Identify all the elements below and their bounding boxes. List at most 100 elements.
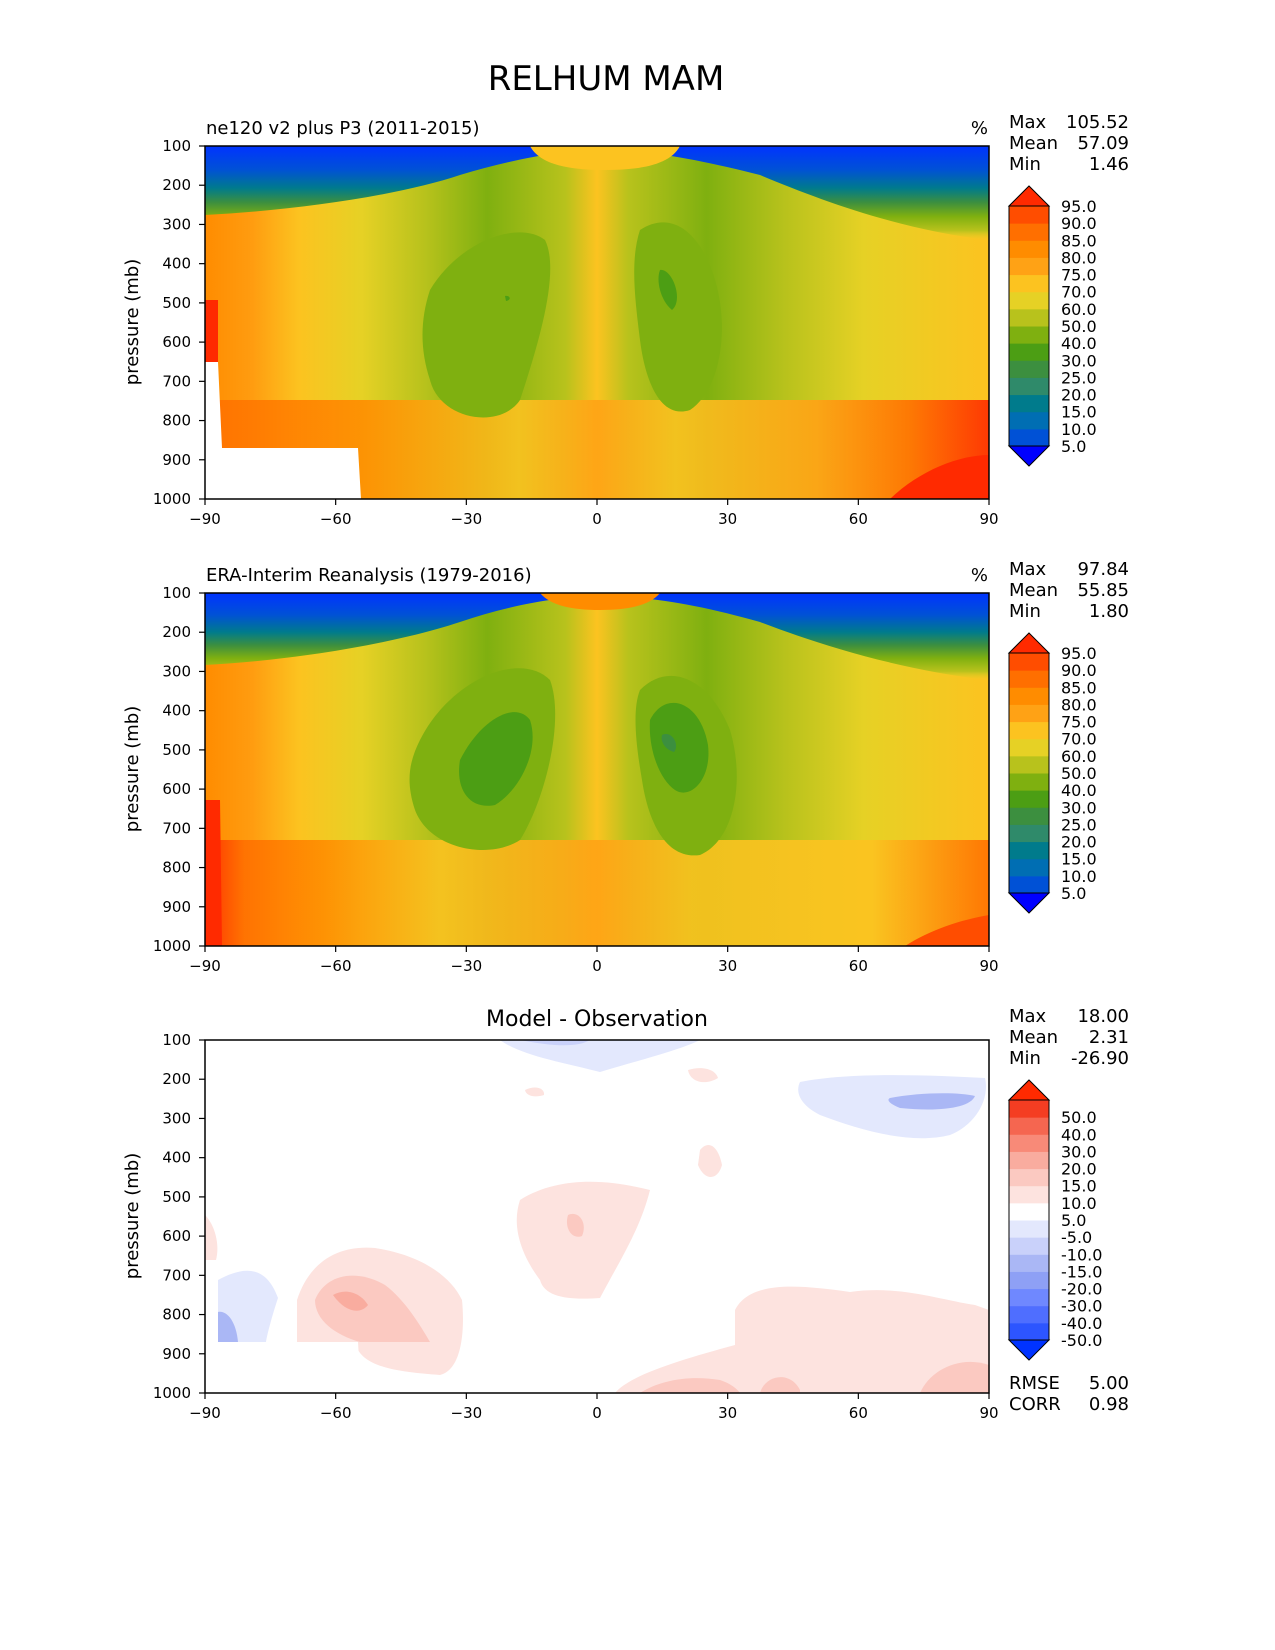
model-missing-topography xyxy=(205,362,361,499)
model-right-dry-zone xyxy=(634,222,722,412)
colorbar-swatch xyxy=(1009,875,1049,894)
obs-field-lower xyxy=(205,840,989,946)
obs-southpole-saturated xyxy=(205,800,222,946)
colorbar-level-label: 20.0 xyxy=(1061,1160,1097,1179)
y-tick-label: 400 xyxy=(162,1149,191,1167)
colorbar-level-label: 15.0 xyxy=(1061,850,1097,869)
colorbar-swatch xyxy=(1009,360,1049,378)
colorbar-level-label: 50.0 xyxy=(1061,764,1097,783)
x-tick-label: −60 xyxy=(320,957,352,975)
y-tick-label: 400 xyxy=(162,255,191,273)
x-tick-label: 90 xyxy=(979,957,998,975)
obs-stat-mean-value: 55.85 xyxy=(1077,580,1129,601)
colorbar-level-label: 40.0 xyxy=(1061,781,1097,800)
colorbar-level-label: 85.0 xyxy=(1061,678,1097,697)
colorbar-level-label: 95.0 xyxy=(1061,644,1097,663)
colorbar-frame xyxy=(1008,652,1050,894)
obs-stat-min-value: 1.80 xyxy=(1089,601,1129,622)
diff-stat-rmse-value: 5.00 xyxy=(1089,1373,1129,1394)
y-tick-label: 1000 xyxy=(153,490,191,508)
model-ylabel: pressure (mb) xyxy=(122,259,143,385)
colorbar-frame xyxy=(1008,205,1050,447)
obs-ylabel: pressure (mb) xyxy=(122,706,143,832)
obs-dry-center xyxy=(661,733,677,752)
panel-model: ne120 v2 plus P3 (2011-2015) % pressure … xyxy=(122,112,1129,528)
panel-obs: ERA-Interim Reanalysis (1979-2016) % pre… xyxy=(122,559,1129,975)
diff-tropics-pos xyxy=(516,1181,650,1299)
obs-stat-max-value: 97.84 xyxy=(1077,559,1129,580)
obs-left-dry-core xyxy=(459,712,533,806)
colorbar-level-label: 60.0 xyxy=(1061,747,1097,766)
colorbar-swatch xyxy=(1009,1202,1049,1221)
colorbar-swatch xyxy=(1009,411,1049,430)
model-colorbar: 5.010.015.020.025.030.040.050.060.070.07… xyxy=(1007,185,1097,467)
y-tick-label: 700 xyxy=(162,819,191,837)
y-tick-label: 300 xyxy=(162,1109,191,1127)
colorbar-level-label: 40.0 xyxy=(1061,1125,1097,1144)
colorbar-swatch xyxy=(1009,1168,1049,1187)
obs-yticks: 100 200 300 400 500 600 700 800 900 1000 xyxy=(153,584,205,955)
colorbar-level-label: 30.0 xyxy=(1061,1142,1097,1161)
model-xticks: −90 −60 −30 0 30 60 90 xyxy=(189,499,999,528)
colorbar-swatch xyxy=(1009,343,1049,361)
colorbar-max-extension xyxy=(1007,1079,1051,1101)
colorbar-swatch xyxy=(1009,704,1049,723)
colorbar-swatch xyxy=(1009,394,1049,413)
diff-small-pos-3 xyxy=(698,1145,722,1178)
colorbar-level-label: 40.0 xyxy=(1061,334,1097,353)
colorbar-level-label: -30.0 xyxy=(1061,1297,1102,1316)
obs-upper-band xyxy=(205,593,989,680)
x-tick-label: 30 xyxy=(718,957,737,975)
panel-diff: Model - Observation pressure (mb) 100 200… xyxy=(122,1006,1129,1422)
colorbar-level-label: 30.0 xyxy=(1061,351,1097,370)
y-tick-label: 400 xyxy=(162,702,191,720)
diff-stat-max-value: 18.00 xyxy=(1077,1006,1129,1027)
y-tick-label: 100 xyxy=(162,1031,191,1049)
colorbar-swatch xyxy=(1009,670,1049,688)
x-tick-label: −90 xyxy=(189,1404,221,1422)
model-top-center-band xyxy=(530,146,680,170)
model-upper-band xyxy=(205,146,989,240)
colorbar-swatch xyxy=(1009,240,1049,258)
colorbar-swatch xyxy=(1009,858,1049,877)
model-stat-mean-value: 57.09 xyxy=(1077,133,1129,154)
colorbar-swatch xyxy=(1009,1271,1049,1290)
colorbar-max-extension xyxy=(1007,632,1051,654)
colorbar-level-label: 5.0 xyxy=(1061,884,1086,903)
colorbar-level-label: 5.0 xyxy=(1061,1211,1086,1230)
obs-top-center-band xyxy=(540,593,660,610)
y-tick-label: 800 xyxy=(162,412,191,430)
x-tick-label: 90 xyxy=(979,510,998,528)
colorbar-level-label: -15.0 xyxy=(1061,1262,1102,1281)
y-tick-label: 300 xyxy=(162,662,191,680)
y-tick-label: 1000 xyxy=(153,937,191,955)
figure-title: RELHUM MAM xyxy=(488,59,725,99)
colorbar-level-label: 80.0 xyxy=(1061,695,1097,714)
diff-stat-rmse-label: RMSE xyxy=(1009,1373,1060,1394)
colorbar-swatch xyxy=(1009,1220,1049,1238)
diff-colorbar: -50.0-40.0-30.0-20.0-15.0-10.0-5.05.010.… xyxy=(1007,1079,1102,1361)
colorbar-swatch xyxy=(1009,206,1049,224)
y-tick-label: 700 xyxy=(162,372,191,390)
x-tick-label: 30 xyxy=(718,510,737,528)
x-tick-label: 60 xyxy=(849,510,868,528)
diff-surface-pos-2 xyxy=(760,1377,800,1393)
colorbar-level-label: 70.0 xyxy=(1061,730,1097,749)
y-tick-label: 900 xyxy=(162,451,191,469)
y-tick-label: 600 xyxy=(162,333,191,351)
colorbar-level-label: 85.0 xyxy=(1061,231,1097,250)
model-stat-mean-label: Mean xyxy=(1009,133,1058,154)
diff-xticks: −90 −60 −30 0 30 60 90 xyxy=(189,1393,999,1422)
colorbar-swatch xyxy=(1009,755,1049,774)
diff-stat-max-label: Max xyxy=(1009,1006,1047,1027)
obs-northsurface-saturated xyxy=(905,915,989,946)
colorbar-min-extension xyxy=(1007,892,1051,914)
diff-stat-corr-value: 0.98 xyxy=(1089,1394,1129,1415)
colorbar-swatch xyxy=(1009,790,1049,808)
x-tick-label: −30 xyxy=(451,510,483,528)
x-tick-label: −30 xyxy=(451,1404,483,1422)
diff-stats: Max 18.00 Mean 2.31 Min -26.90 RMSE 5.00… xyxy=(1009,1006,1129,1415)
colorbar-swatch xyxy=(1009,291,1049,310)
model-southpole-saturated xyxy=(205,300,218,362)
